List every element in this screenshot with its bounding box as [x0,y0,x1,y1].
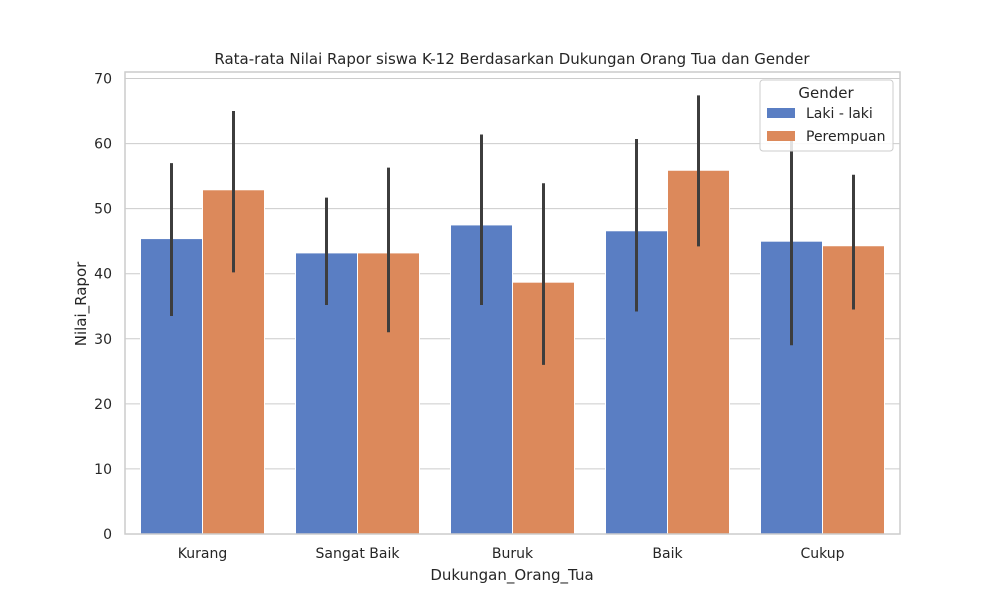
x-tick-label: Cukup [800,546,844,562]
y-tick-label: 60 [94,137,112,153]
x-tick-label: Buruk [492,546,534,562]
plot-frame [124,71,901,535]
x-tick-label: Sangat Baik [316,546,401,562]
legend-label: Perempuan [806,129,885,145]
chart-title: Rata-rata Nilai Rapor siswa K-12 Berdasa… [214,50,810,68]
legend-title: Gender [798,84,854,102]
y-tick-label: 30 [94,332,112,348]
error-bars [170,95,855,365]
x-axis-label: Dukungan_Orang_Tua [430,566,593,585]
y-tick-label: 70 [94,72,112,88]
y-tick-label: 50 [94,202,112,218]
legend-swatch [767,108,795,118]
y-tick-label: 40 [94,267,112,283]
y-tick-label: 20 [94,397,112,413]
x-tick-label: Kurang [178,546,227,562]
x-tick-label: Baik [652,546,683,562]
legend: Gender Laki - laki Perempuan [759,79,894,152]
y-tick-label: 10 [94,462,112,478]
bars [140,169,885,535]
legend-swatch [767,131,795,141]
y-axis-label: Nilai_Rapor [72,261,91,346]
legend-label: Laki - laki [806,106,873,122]
bar [357,252,420,535]
y-tick-label: 0 [103,527,112,543]
